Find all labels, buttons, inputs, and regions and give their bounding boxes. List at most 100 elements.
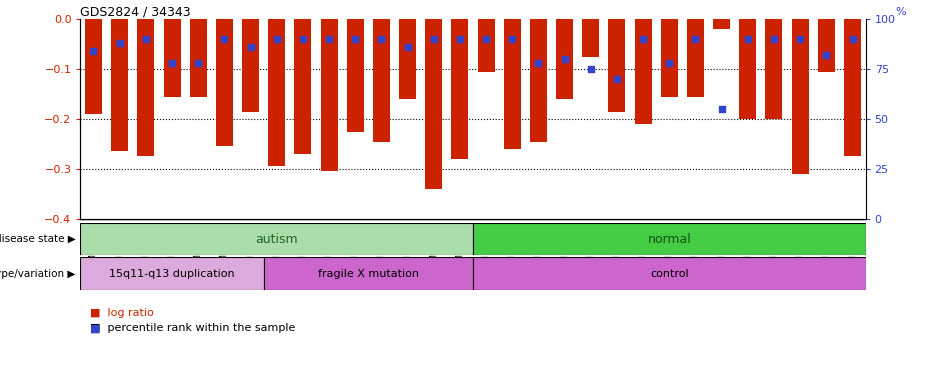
Point (636, 36, 651, 42)
Bar (473, 219, 499, 221)
Bar (85, 19, 102, 114)
Bar (761, 219, 787, 221)
Text: autism: autism (255, 233, 298, 245)
Bar (80, 257, 264, 290)
Text: ■  percentile rank within the sample: ■ percentile rank within the sample (90, 323, 295, 333)
Text: ■: ■ (90, 323, 100, 333)
Bar (107, 219, 132, 221)
Bar (426, 19, 442, 189)
Point (217, 36, 232, 42)
Point (479, 36, 494, 42)
Bar (630, 219, 657, 221)
Y-axis label: %: % (896, 7, 906, 17)
Bar (190, 19, 206, 97)
Bar (237, 219, 264, 221)
Bar (556, 19, 573, 99)
Bar (264, 257, 473, 290)
Text: normal: normal (647, 233, 692, 245)
Bar (478, 19, 495, 72)
Bar (132, 219, 159, 221)
Point (818, 52, 834, 58)
Point (138, 36, 153, 42)
Point (793, 36, 808, 42)
Bar (473, 257, 866, 290)
Text: 15q11-q13 duplication: 15q11-q13 duplication (109, 268, 235, 279)
Bar (709, 219, 735, 221)
Bar (159, 219, 185, 221)
Bar (373, 19, 390, 142)
Text: disease state ▶: disease state ▶ (0, 234, 76, 244)
Point (400, 44, 415, 50)
Bar (608, 19, 625, 112)
Bar (787, 219, 814, 221)
Bar (316, 219, 342, 221)
Bar (765, 19, 782, 119)
Bar (713, 19, 730, 29)
Point (661, 60, 676, 66)
Bar (792, 19, 809, 174)
Bar (269, 19, 285, 167)
Bar (112, 19, 128, 152)
Point (452, 36, 467, 42)
Point (714, 106, 729, 112)
Point (426, 36, 441, 42)
Point (583, 66, 598, 72)
Bar (211, 219, 237, 221)
Bar (814, 219, 839, 221)
Bar (347, 19, 363, 132)
Bar (242, 19, 259, 112)
Text: GDS2824 / 34343: GDS2824 / 34343 (80, 5, 191, 18)
Bar (421, 219, 447, 221)
Bar (80, 223, 473, 255)
Bar (185, 219, 211, 221)
Text: fragile X mutation: fragile X mutation (318, 268, 419, 279)
Bar (504, 19, 520, 149)
Bar (451, 19, 468, 159)
Bar (735, 219, 761, 221)
Text: ■  log ratio: ■ log ratio (90, 308, 153, 318)
Point (86, 48, 101, 54)
Point (505, 36, 520, 42)
Bar (635, 19, 652, 124)
Point (374, 36, 389, 42)
Point (165, 60, 180, 66)
Bar (687, 19, 704, 97)
Bar (839, 219, 866, 221)
Point (243, 44, 258, 50)
Point (557, 56, 572, 62)
Bar (394, 219, 421, 221)
Point (190, 60, 206, 66)
Bar (321, 19, 338, 172)
Point (295, 36, 310, 42)
Bar (740, 19, 756, 119)
Bar (604, 219, 630, 221)
Bar (137, 19, 154, 157)
Bar (844, 19, 861, 157)
Bar (818, 19, 834, 72)
Text: genotype/variation ▶: genotype/variation ▶ (0, 268, 76, 279)
Bar (294, 19, 311, 154)
Point (322, 36, 337, 42)
Point (269, 36, 284, 42)
Bar (289, 219, 316, 221)
Bar (661, 19, 677, 97)
Text: control: control (650, 268, 689, 279)
Bar (368, 219, 394, 221)
Bar (530, 19, 547, 142)
Bar (578, 219, 604, 221)
Point (766, 36, 781, 42)
Bar (682, 219, 709, 221)
Bar (264, 219, 289, 221)
Bar (525, 219, 552, 221)
Bar (447, 219, 473, 221)
Bar (473, 223, 866, 255)
Bar (657, 219, 682, 221)
Bar (399, 19, 416, 99)
Point (845, 36, 860, 42)
Point (347, 36, 362, 42)
Bar (499, 219, 525, 221)
Bar (552, 219, 578, 221)
Point (740, 36, 755, 42)
Bar (342, 219, 368, 221)
Point (688, 36, 703, 42)
